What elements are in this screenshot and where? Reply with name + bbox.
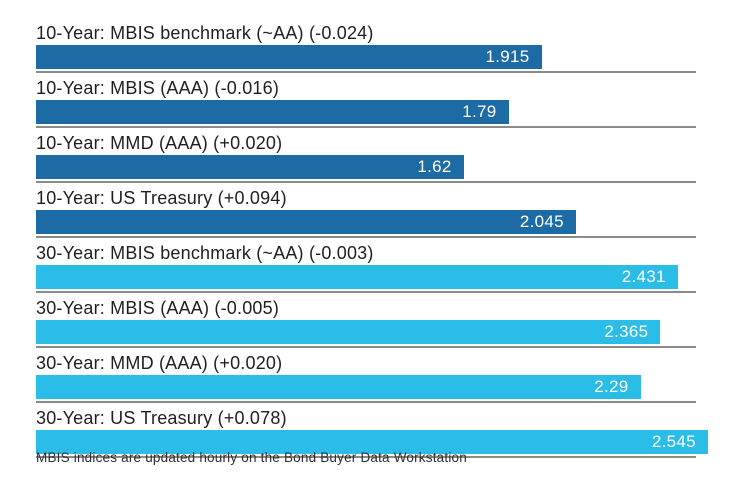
bar: 1.915 [36, 45, 542, 69]
bar-label: 30-Year: MBIS benchmark (~AA) (-0.003) [36, 243, 374, 263]
bar-row-3: 10-Year: US Treasury (+0.094) 2.045 [36, 187, 708, 238]
bar-value-label: 1.62 [417, 157, 452, 176]
bar-track: 2.29 [36, 375, 696, 399]
bar-row-5: 30-Year: MBIS (AAA) (-0.005) 2.365 [36, 297, 708, 348]
bar-label: 10-Year: MBIS benchmark (~AA) (-0.024) [36, 23, 374, 43]
row-divider-line [36, 456, 696, 458]
bar-track: 2.045 [36, 210, 696, 234]
chart-footnote: MBIS indices are updated hourly on the B… [36, 450, 467, 465]
bar-chart-rows: 10-Year: MBIS benchmark (~AA) (-0.024) 1… [36, 22, 708, 462]
bar-row-7: 30-Year: US Treasury (+0.078) 2.545 [36, 407, 708, 458]
bar-track: 2.365 [36, 320, 696, 344]
row-divider-line [36, 236, 696, 238]
bar-track: 1.79 [36, 100, 696, 124]
bar-label: 10-Year: MMD (AAA) (+0.020) [36, 133, 283, 153]
bar-value-label: 1.915 [485, 47, 530, 66]
bar-label: 30-Year: MBIS (AAA) (-0.005) [36, 298, 280, 318]
bar-value-label: 2.29 [594, 377, 629, 396]
row-divider-line [36, 181, 696, 183]
bar-track: 1.62 [36, 155, 696, 179]
row-divider-line [36, 346, 696, 348]
row-divider-line [36, 126, 696, 128]
bar-value-label: 2.431 [621, 267, 666, 286]
bar-track: 1.915 [36, 45, 696, 69]
row-divider-line [36, 291, 696, 293]
bar: 2.545 [36, 430, 708, 454]
bar-value-label: 2.045 [519, 212, 564, 231]
bar: 2.045 [36, 210, 576, 234]
bar-label: 30-Year: US Treasury (+0.078) [36, 408, 287, 428]
bar-label: 10-Year: US Treasury (+0.094) [36, 188, 287, 208]
bar-row-2: 10-Year: MMD (AAA) (+0.020) 1.62 [36, 132, 708, 183]
bar-value-label: 2.365 [604, 322, 649, 341]
bar-track: 2.431 [36, 265, 696, 289]
bar-row-6: 30-Year: MMD (AAA) (+0.020) 2.29 [36, 352, 708, 403]
bar-value-label: 1.79 [462, 102, 497, 121]
bar-track: 2.545 [36, 430, 708, 454]
bar-label: 10-Year: MBIS (AAA) (-0.016) [36, 78, 280, 98]
row-divider-line [36, 71, 696, 73]
bar: 2.431 [36, 265, 678, 289]
bar: 2.365 [36, 320, 661, 344]
bar-row-1: 10-Year: MBIS (AAA) (-0.016) 1.79 [36, 77, 708, 128]
bar-row-4: 30-Year: MBIS benchmark (~AA) (-0.003) 2… [36, 242, 708, 293]
bar: 1.79 [36, 100, 509, 124]
bar-label: 30-Year: MMD (AAA) (+0.020) [36, 353, 283, 373]
row-divider-line [36, 401, 696, 403]
bar: 2.29 [36, 375, 641, 399]
bar: 1.62 [36, 155, 464, 179]
bar-value-label: 2.545 [651, 432, 696, 451]
bar-row-0: 10-Year: MBIS benchmark (~AA) (-0.024) 1… [36, 22, 708, 73]
